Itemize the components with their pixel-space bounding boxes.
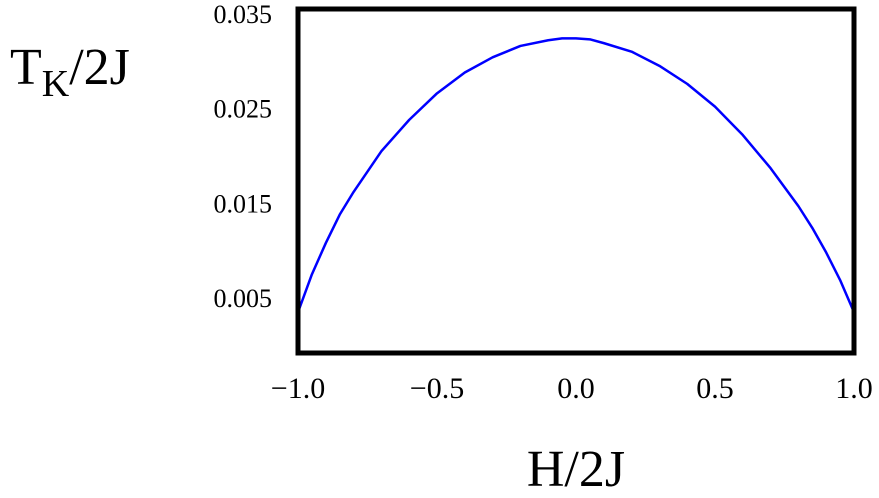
x-axis-ticks: −1.0 −0.5 0.0 0.5 1.0 <box>271 372 873 405</box>
x-tick-label: 1.0 <box>835 372 873 405</box>
y-tick-label: 0.035 <box>214 0 273 29</box>
y-axis-label: TK/2J <box>10 39 130 105</box>
x-tick-label: −1.0 <box>271 372 325 405</box>
y-axis-label-rest: /2J <box>69 39 130 96</box>
plot-area <box>296 37 856 313</box>
y-axis-label-subscript: K <box>42 63 70 105</box>
x-tick-label: 0.0 <box>557 372 595 405</box>
y-axis-ticks: 0.005 0.015 0.025 0.035 <box>214 0 273 313</box>
series-line-0 <box>296 37 856 313</box>
y-tick-label: 0.025 <box>214 95 273 124</box>
y-tick-label: 0.015 <box>214 189 273 218</box>
plot-frame <box>295 6 857 356</box>
y-axis-label-main: T <box>10 39 42 96</box>
y-tick-label: 0.005 <box>214 284 273 313</box>
x-tick-label: 0.5 <box>696 372 734 405</box>
x-tick-label: −0.5 <box>410 372 464 405</box>
x-axis-label: H/2J <box>527 441 625 498</box>
